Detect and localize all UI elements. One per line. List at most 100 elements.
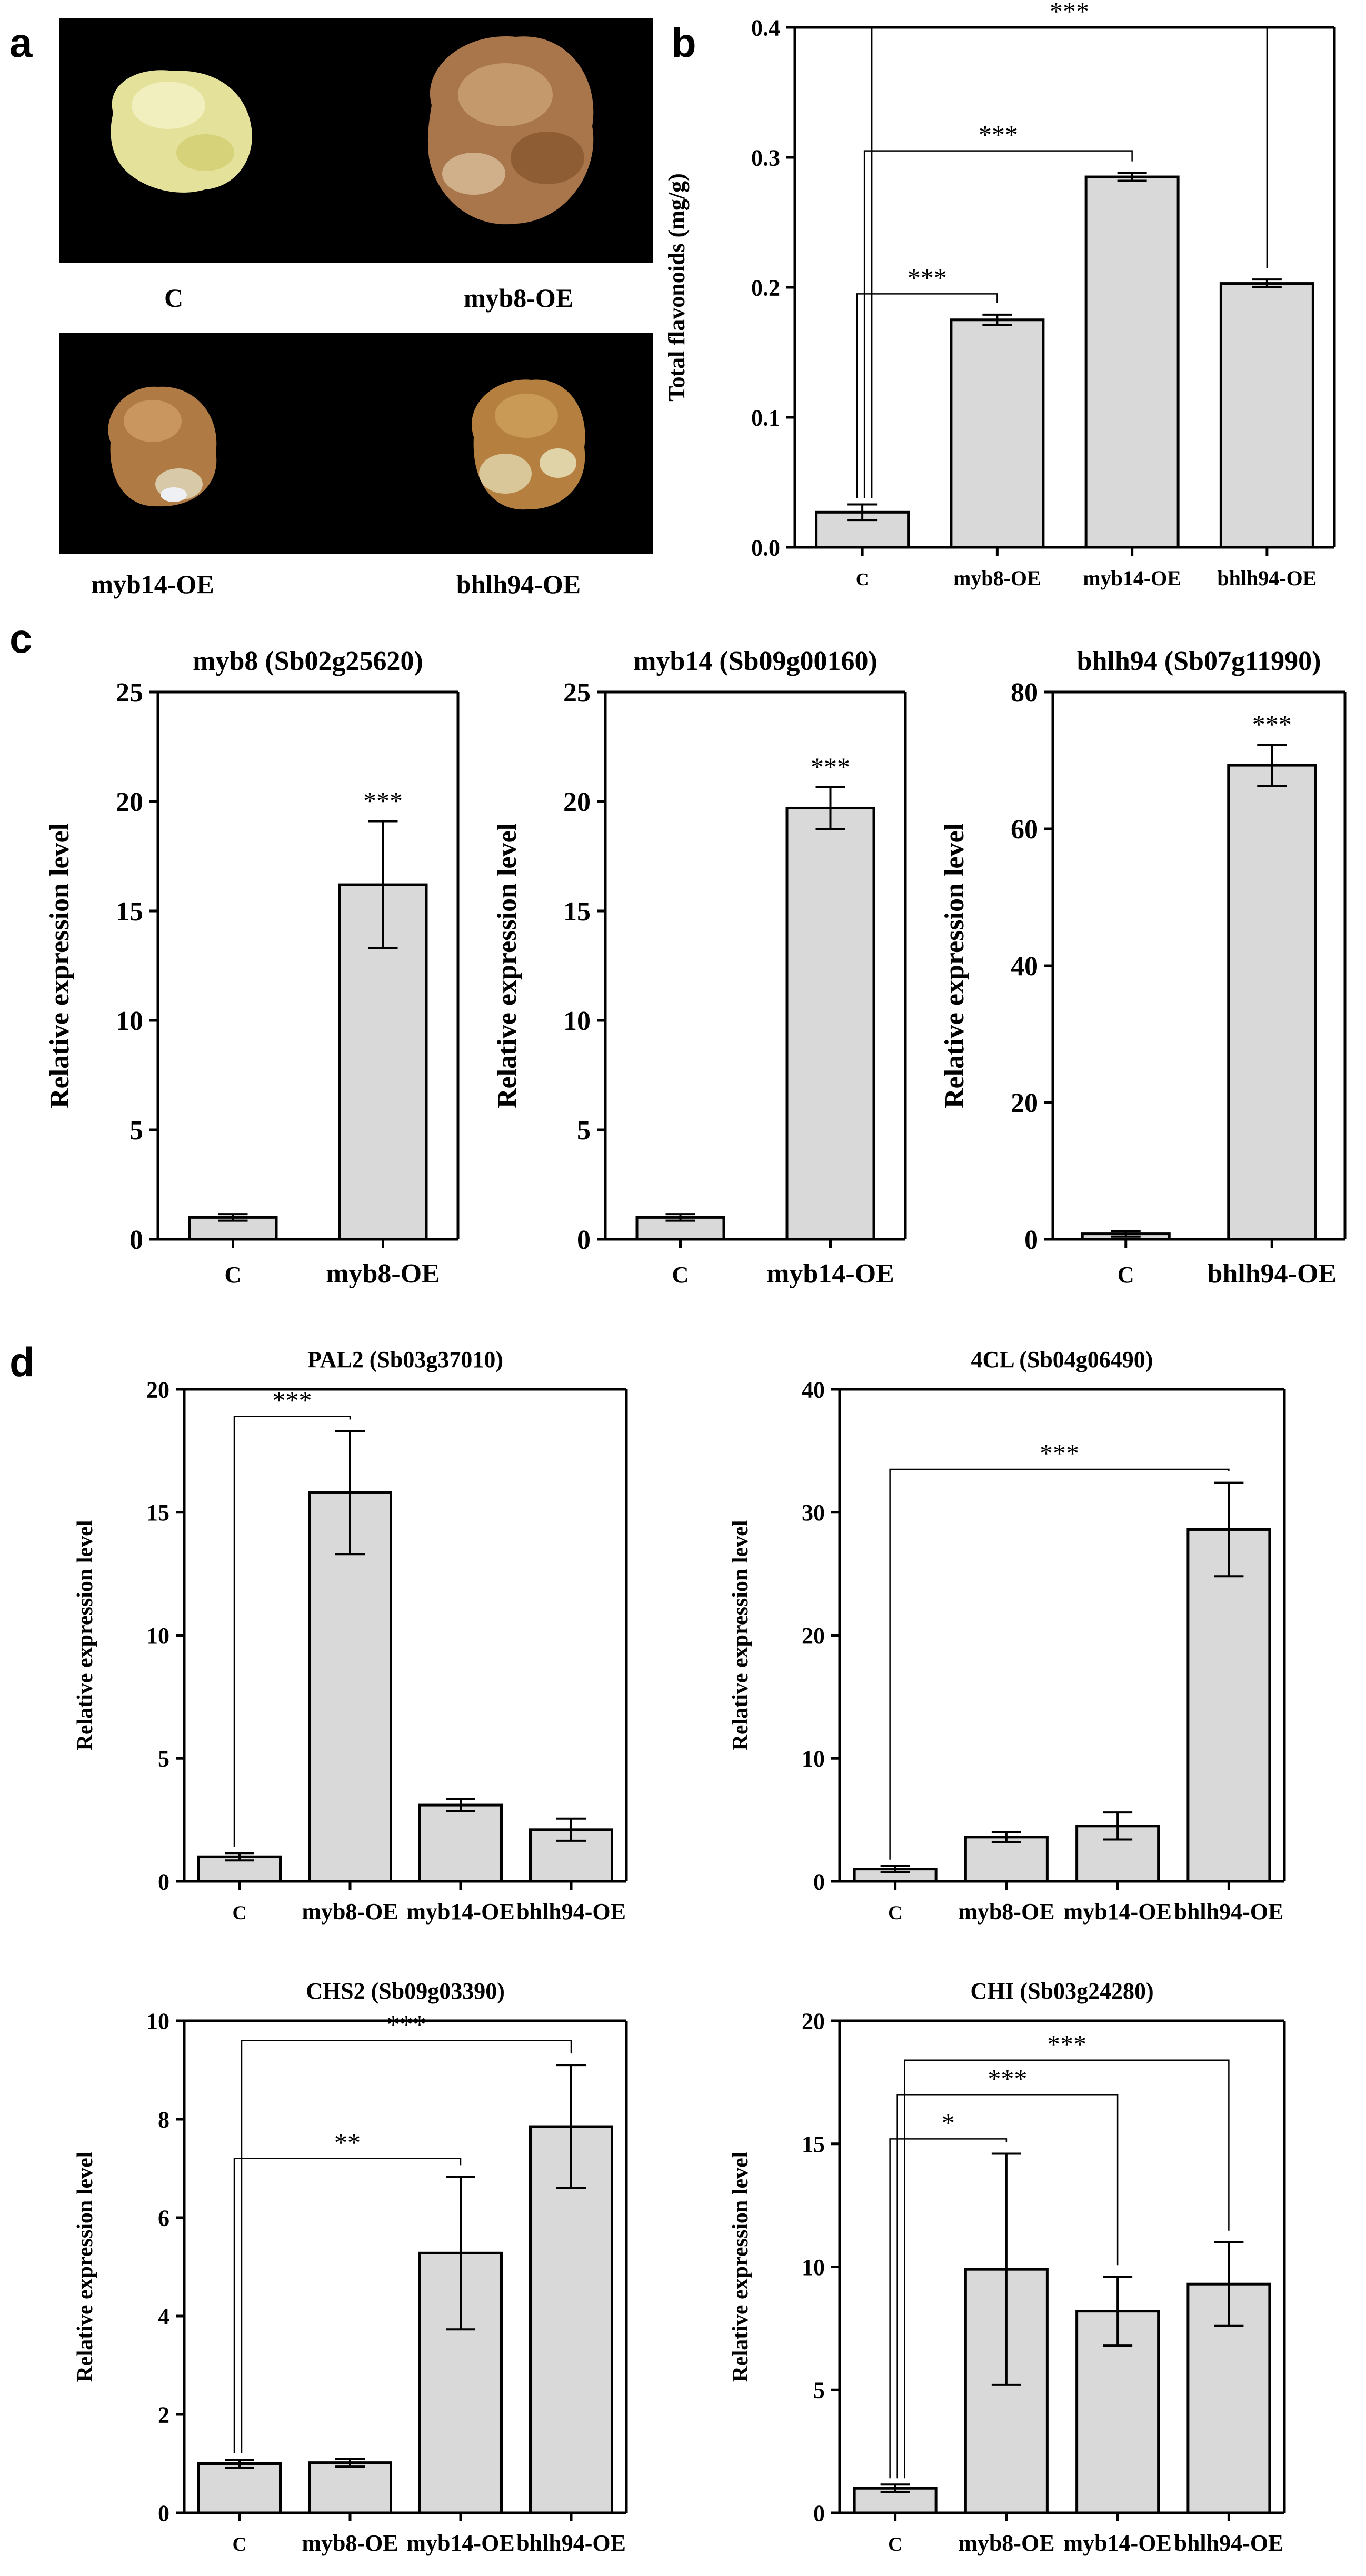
y-tick-label: 5	[158, 1746, 169, 1772]
callus-bhlh94-oe	[472, 379, 585, 510]
y-tick-label: 10	[146, 2008, 169, 2034]
y-tick-label: 0	[129, 1225, 143, 1255]
y-axis-label: Relative expression level	[729, 2152, 753, 2382]
significance-label: *	[942, 2108, 955, 2137]
bar-bhlh94-OE	[1186, 1528, 1271, 1883]
x-tick-label: myb14-OE	[1083, 566, 1181, 590]
chart-d2: 0 10 20 30 40 C myb8-OE myb14-OE bhlh94-OE *** 4CL…	[729, 1347, 1286, 1925]
chart-title: 4CL (Sb04g06490)	[971, 1347, 1153, 1372]
y-tick-label: 5	[813, 2378, 825, 2403]
x-tick-label: C	[232, 1902, 246, 1924]
bar-C	[815, 510, 910, 549]
x-tick-label: myb8-OE	[302, 1899, 398, 1925]
x-tick-label: C	[856, 570, 869, 589]
significance-label: ***	[988, 2063, 1027, 2093]
x-tick-label: myb14-OE	[1063, 2530, 1171, 2556]
bar-C	[197, 2462, 282, 2514]
significance-label: **	[334, 2128, 361, 2157]
significance-label: ***	[273, 1385, 312, 1415]
y-tick-label: 0	[813, 1869, 825, 1895]
y-axis-label: Relative expression level	[729, 1520, 753, 1751]
significance-label: ***	[1040, 1438, 1079, 1468]
panel-label-a: a	[9, 19, 33, 66]
y-tick-label: 20	[116, 787, 143, 817]
chart-b: 0.0 0.1 0.2 0.3 0.4 C myb8-OE myb14-OE bhlh94-OE…	[664, 0, 1336, 590]
chart-title: CHI (Sb03g24280)	[970, 1978, 1153, 2004]
callus-myb14-oe	[108, 386, 217, 507]
significance-bracket	[233, 2158, 462, 2454]
significance-label: ***	[1050, 0, 1089, 26]
x-tick-label: C	[888, 2534, 902, 2555]
y-tick-label: 20	[146, 1377, 169, 1402]
significance-bracket	[896, 2094, 1119, 2479]
bar-myb14-OE	[418, 1803, 503, 1883]
y-tick-label: 60	[1011, 815, 1038, 845]
y-tick-label: 0	[577, 1225, 591, 1255]
x-tick-label: myb14-OE	[406, 2530, 514, 2556]
y-axis-label: Relative expression level	[45, 823, 75, 1108]
x-tick-label: myb14-OE	[1063, 1899, 1171, 1925]
significance-label: ***	[908, 263, 947, 292]
x-tick-label: myb8-OE	[953, 566, 1041, 590]
photo-label-control: C	[164, 283, 183, 313]
charts: 0.00.10.20.30.4C myb8-OE myb14-OE bhlh94-OE…	[45, 0, 1347, 2556]
x-tick-label: myb14-OE	[406, 1899, 514, 1925]
y-axis-label: Relative expression level	[940, 823, 970, 1108]
y-tick-label: 15	[146, 1500, 169, 1526]
y-tick-label: 0	[158, 1869, 169, 1895]
bar-myb8-OE	[950, 318, 1045, 549]
y-tick-label: 4	[158, 2303, 169, 2329]
callus-myb8-oe	[427, 36, 594, 225]
y-tick-label: 20	[802, 1623, 825, 1649]
x-tick-label: C	[225, 1262, 242, 1288]
y-axis-label: Relative expression level	[492, 823, 522, 1108]
panel-label-c: c	[9, 615, 32, 661]
chart-title: CHS2 (Sb09g03390)	[306, 1978, 505, 2004]
chart-c1: 0 5 10 15 20 25 C myb8-OE *** myb8 (Sb02g25620) Re…	[45, 646, 460, 1289]
significance-label: ***	[1047, 2029, 1086, 2059]
y-tick-label: 0	[158, 2500, 169, 2526]
y-axis-label: Relative expression level	[73, 1520, 97, 1751]
significance-label: ***	[1252, 709, 1292, 739]
photo-label-myb8-oe: myb8-OE	[464, 283, 573, 313]
y-tick-label: 15	[802, 2131, 825, 2157]
y-tick-label: 0	[813, 2500, 825, 2526]
y-tick-label: 0	[1024, 1225, 1038, 1255]
chart-title: myb14 (Sb09g00160)	[633, 646, 878, 676]
y-tick-label: 20	[1011, 1088, 1038, 1118]
chart-d1: 0 5 10 15 20 C myb8-OE myb14-OE bhlh94-OE *** PAL2…	[73, 1347, 628, 1925]
significance-bracket	[863, 150, 1133, 498]
bar-bhlh94-OE	[1219, 282, 1314, 549]
y-tick-label: 20	[802, 2008, 825, 2034]
y-tick-label: 0.1	[751, 405, 780, 430]
x-tick-label: C	[1118, 1262, 1134, 1288]
y-tick-label: 10	[146, 1623, 169, 1649]
y-tick-label: 40	[1011, 951, 1038, 981]
panel-label-b: b	[671, 19, 696, 66]
y-tick-label: 10	[563, 1006, 591, 1036]
chart-c3: 0 20 40 60 80 C bhlh94-OE *** bhlh94 (Sb07g11990…	[940, 646, 1347, 1289]
significance-bracket	[889, 1468, 1230, 1860]
x-tick-label: bhlh94-OE	[1207, 1259, 1337, 1289]
bar-myb8-OE	[308, 1491, 392, 1883]
y-tick-label: 15	[116, 897, 143, 927]
chart-c2: 0 5 10 15 20 25 C myb14-OE *** myb14 (Sb09g00160)…	[492, 646, 907, 1289]
x-tick-label: myb8-OE	[302, 2530, 398, 2556]
x-tick-label: C	[672, 1262, 689, 1288]
y-tick-label: 80	[1011, 678, 1038, 708]
x-tick-label: bhlh94-OE	[516, 1899, 626, 1925]
y-axis-label: Total flavonoids (mg/g)	[664, 173, 690, 402]
y-tick-label: 20	[563, 787, 591, 817]
significance-label: ***	[811, 752, 850, 781]
bar-myb14-OE	[1084, 175, 1180, 549]
x-tick-label: bhlh94-OE	[516, 2530, 626, 2556]
y-axis-label: Relative expression level	[73, 2152, 97, 2382]
significance-label: ***	[387, 2009, 426, 2039]
x-tick-label: bhlh94-OE	[1174, 1899, 1283, 1925]
x-tick-label: myb14-OE	[766, 1259, 894, 1289]
significance-bracket	[241, 2040, 572, 2454]
y-tick-label: 15	[563, 897, 591, 927]
x-tick-label: myb8-OE	[958, 1899, 1054, 1925]
